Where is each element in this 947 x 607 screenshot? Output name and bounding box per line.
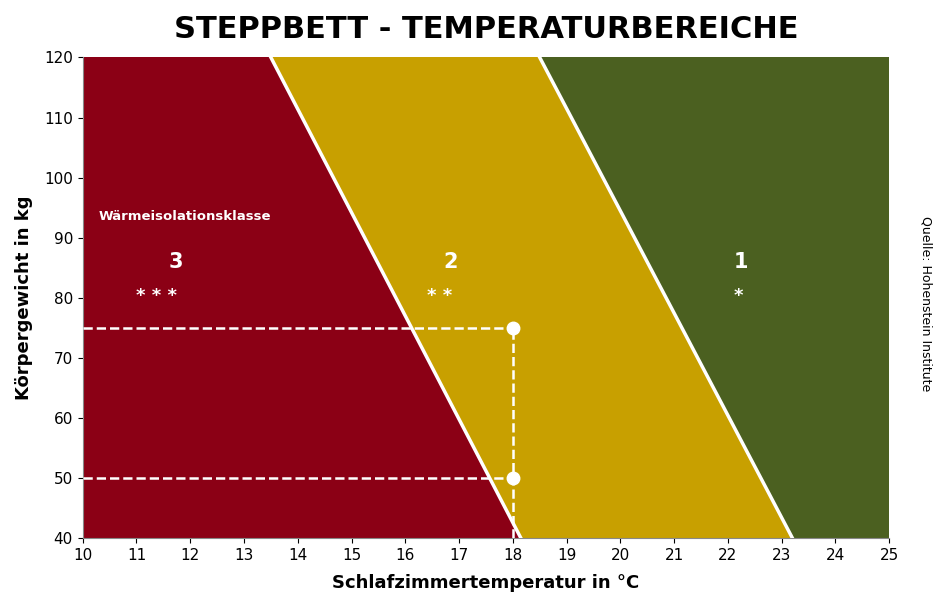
Text: * * *: * * * xyxy=(136,287,177,305)
Polygon shape xyxy=(540,58,889,538)
Y-axis label: Körpergewicht in kg: Körpergewicht in kg xyxy=(15,195,33,400)
Text: 1: 1 xyxy=(733,252,748,272)
Text: * *: * * xyxy=(427,287,452,305)
Text: *: * xyxy=(733,287,742,305)
Polygon shape xyxy=(271,58,793,538)
Text: 2: 2 xyxy=(443,252,457,272)
Text: Quelle: Hohenstein Institute: Quelle: Hohenstein Institute xyxy=(920,216,933,391)
Title: STEPPBETT - TEMPERATURBEREICHE: STEPPBETT - TEMPERATURBEREICHE xyxy=(173,15,798,44)
Text: 3: 3 xyxy=(169,252,183,272)
Polygon shape xyxy=(82,58,521,538)
X-axis label: Schlafzimmertemperatur in °C: Schlafzimmertemperatur in °C xyxy=(332,574,639,592)
Text: Wärmeisolationsklasse: Wärmeisolationsklasse xyxy=(98,209,272,223)
